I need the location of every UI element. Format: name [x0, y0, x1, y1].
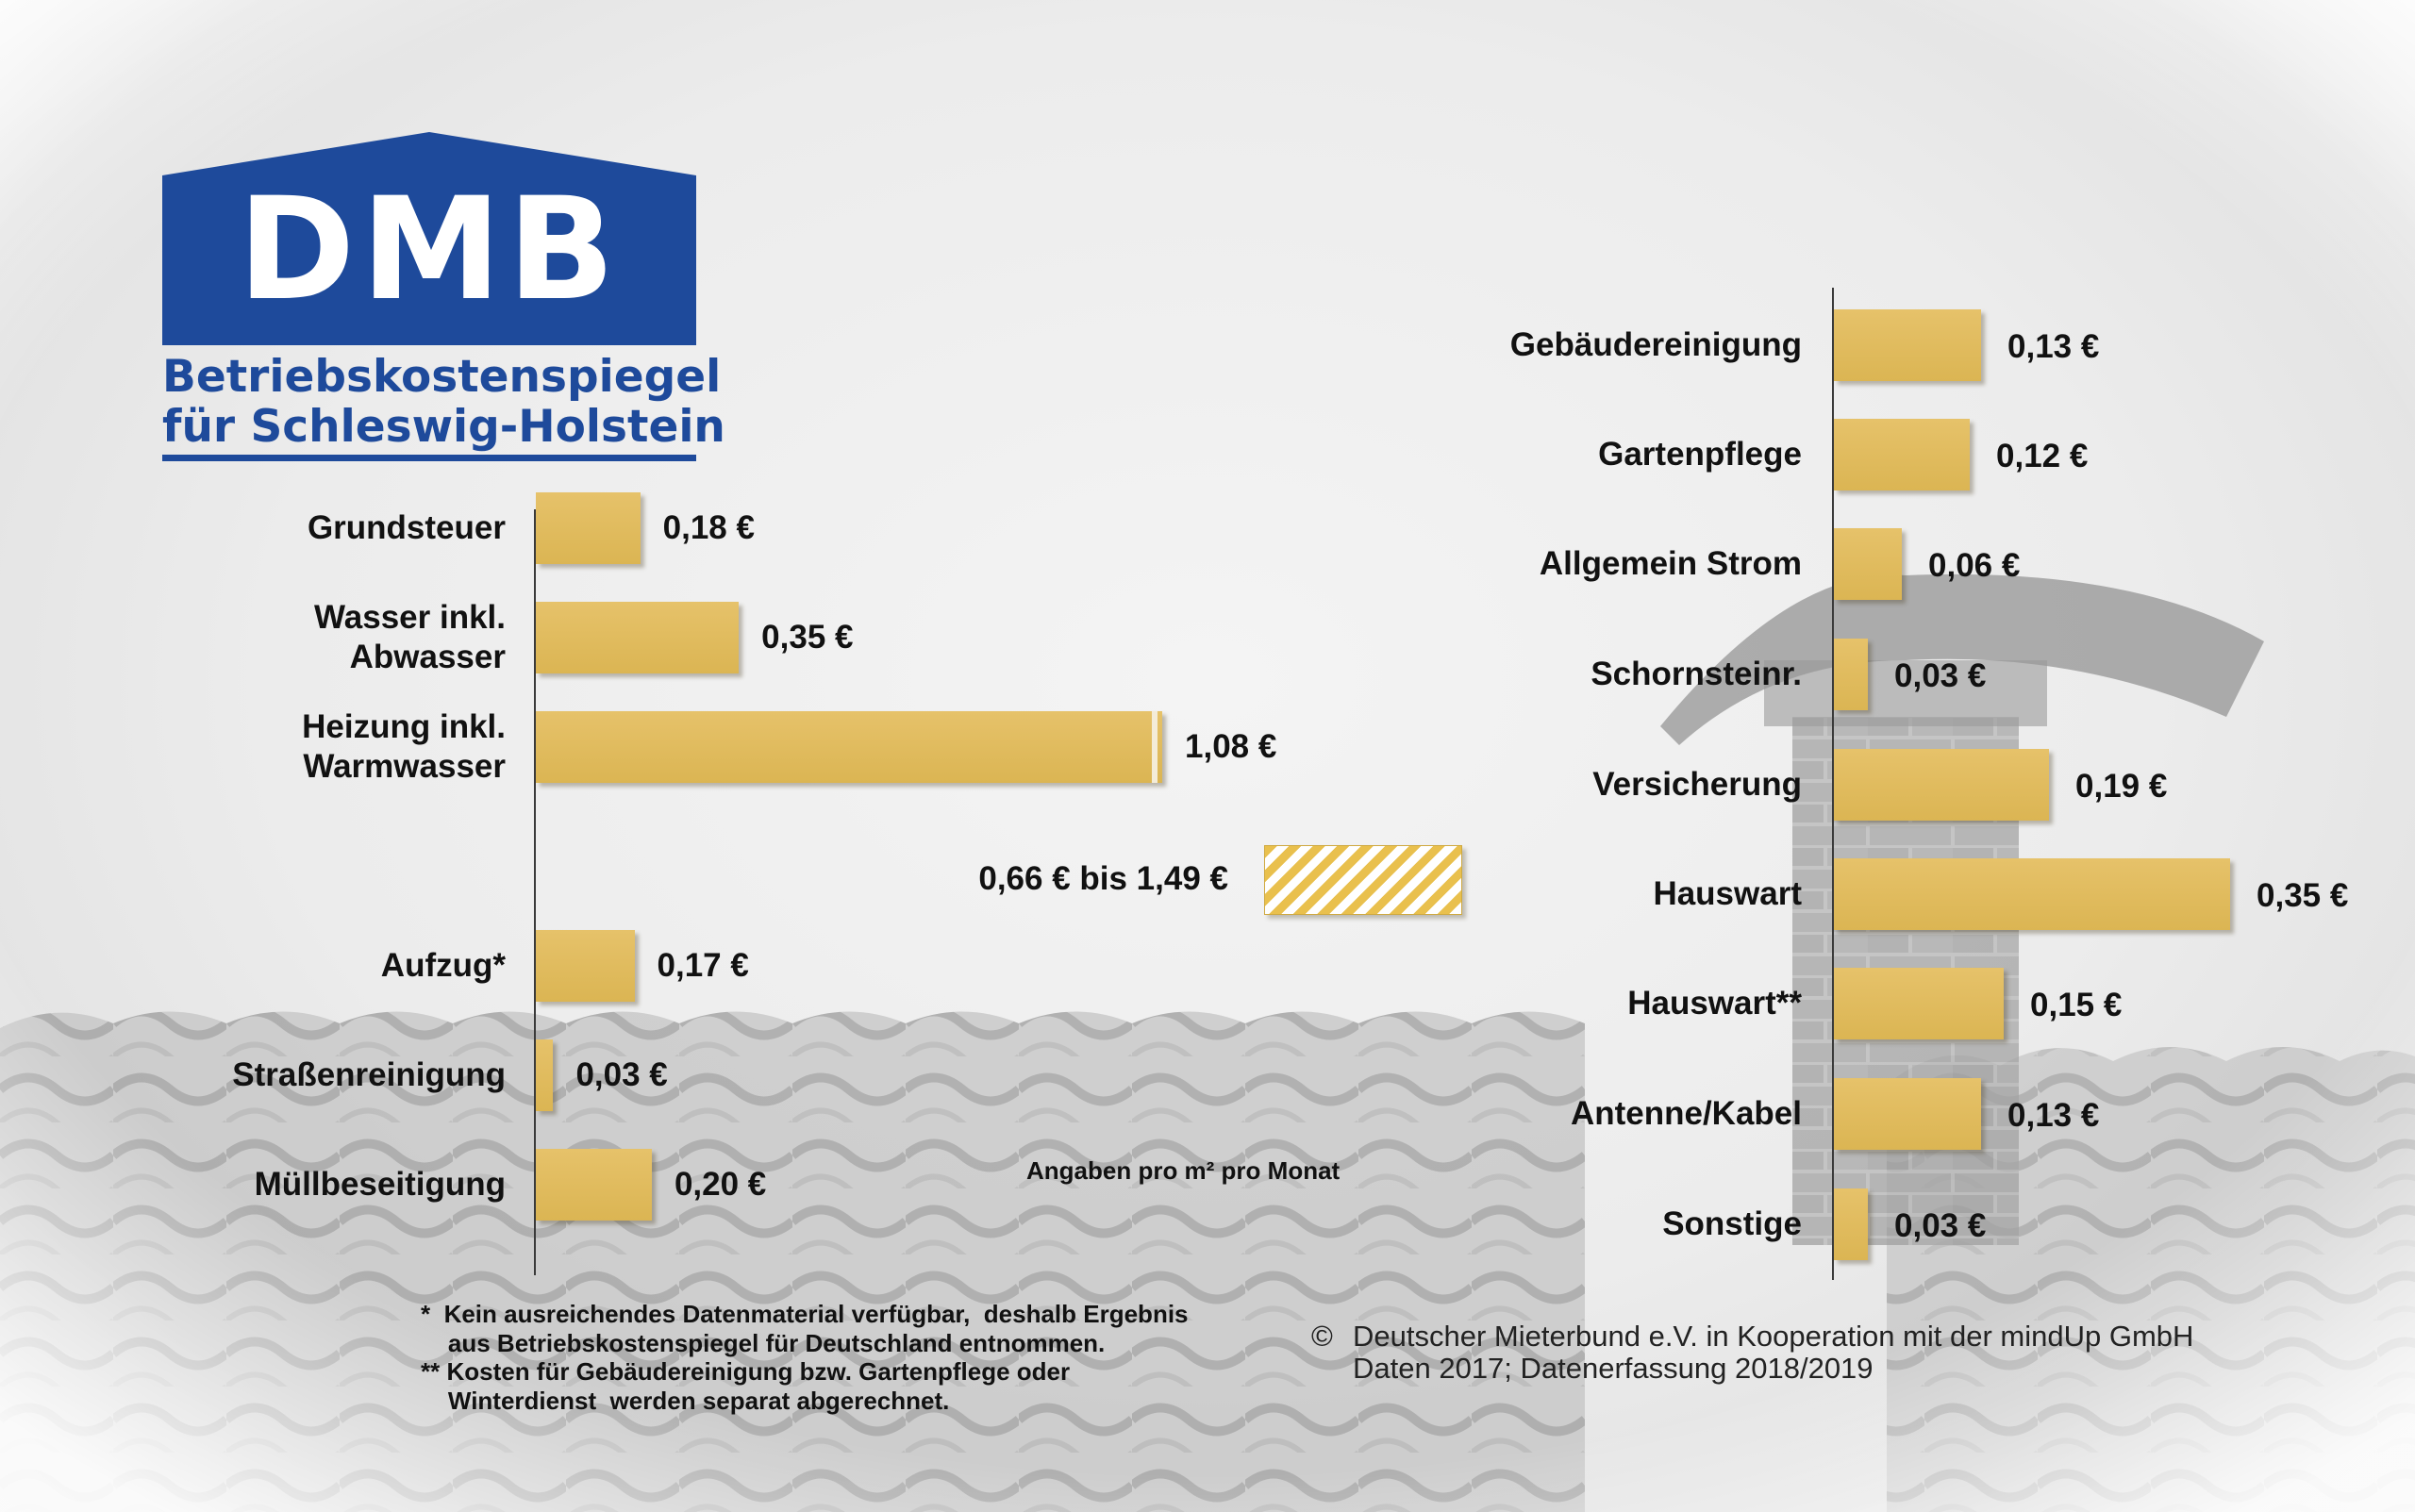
- category-label-right-3: Schornsteinr.: [1591, 656, 1802, 692]
- bar-right-5: [1834, 858, 2230, 930]
- value-label-right-5: 0,35 €: [2257, 877, 2349, 914]
- value-label-left-5: 0,20 €: [674, 1166, 767, 1203]
- category-label-right-7: Antenne/Kabel: [1570, 1095, 1802, 1132]
- bar-left-2: [536, 711, 1162, 783]
- footnote-2: ** Kosten für Gebäudereinigung bzw. Gart…: [421, 1357, 1071, 1415]
- bar-right-2: [1834, 528, 1902, 600]
- category-label-left-2: Heizung inkl. Warmwasser: [302, 708, 506, 785]
- value-label-right-6: 0,15 €: [2030, 987, 2123, 1023]
- bar-right-4: [1834, 749, 2049, 821]
- logo-title-line1: Betriebskostenspiegel: [162, 351, 722, 403]
- right-chart-axis: [1832, 288, 1834, 1280]
- value-label-right-4: 0,19 €: [2075, 768, 2168, 805]
- bar-left-0: [536, 492, 641, 564]
- category-label-right-6: Hauswart**: [1627, 985, 1802, 1022]
- category-label-left-3: Aufzug*: [380, 947, 506, 984]
- range-hatch: [1264, 845, 1462, 915]
- logo-title-line2: für Schleswig-Holstein: [162, 401, 725, 453]
- category-label-right-0: Gebäudereinigung: [1509, 326, 1802, 363]
- category-label-right-4: Versicherung: [1592, 766, 1802, 803]
- bar-left-5: [536, 1149, 652, 1221]
- bar-left-4: [536, 1039, 554, 1111]
- bar-left-3: [536, 930, 635, 1002]
- copyright-text: Deutscher Mieterbund e.V. in Kooperation…: [1353, 1320, 2194, 1385]
- category-label-right-8: Sonstige: [1662, 1205, 1802, 1242]
- value-label-right-0: 0,13 €: [2007, 328, 2100, 365]
- bar-right-1: [1834, 419, 1970, 490]
- value-label-left-0: 0,18 €: [662, 509, 755, 546]
- value-label-left-4: 0,03 €: [575, 1056, 668, 1093]
- dmb-logo: [162, 132, 696, 345]
- range-label: 0,66 € bis 1,49 €: [978, 860, 1228, 897]
- value-label-right-1: 0,12 €: [1996, 438, 2089, 474]
- value-label-right-8: 0,03 €: [1894, 1207, 1987, 1244]
- logo-mark-text: DMB: [237, 168, 622, 332]
- bar-left-divider: [1152, 711, 1158, 783]
- category-label-left-0: Grundsteuer: [307, 509, 506, 546]
- category-label-left-4: Straßenreinigung: [232, 1056, 506, 1093]
- category-label-right-1: Gartenpflege: [1598, 436, 1802, 473]
- bar-right-8: [1834, 1188, 1868, 1260]
- category-label-right-2: Allgemein Strom: [1539, 545, 1802, 582]
- value-label-left-3: 0,17 €: [657, 947, 749, 984]
- left-chart-axis: [534, 509, 536, 1275]
- value-label-left-2: 1,08 €: [1185, 728, 1277, 765]
- bar-right-6: [1834, 968, 2004, 1039]
- category-label-left-1: Wasser inkl. Abwasser: [314, 599, 506, 675]
- footnote-1: * Kein ausreichendes Datenmaterial verfü…: [421, 1300, 1189, 1357]
- value-label-right-3: 0,03 €: [1894, 657, 1987, 694]
- logo-underline: [162, 455, 696, 461]
- category-label-right-5: Hauswart: [1653, 875, 1802, 912]
- value-label-right-2: 0,06 €: [1928, 547, 2021, 584]
- copyright-symbol: ©: [1311, 1320, 1333, 1353]
- units-note: Angaben pro m² pro Monat: [1026, 1156, 1341, 1185]
- bar-right-3: [1834, 639, 1868, 710]
- value-label-right-7: 0,13 €: [2007, 1097, 2100, 1134]
- category-label-left-5: Müllbeseitigung: [254, 1166, 506, 1203]
- dmb-logo-mark: DMB: [162, 130, 696, 345]
- bar-left-1: [536, 602, 740, 673]
- bar-right-0: [1834, 309, 1981, 381]
- value-label-left-1: 0,35 €: [761, 619, 854, 656]
- bar-right-7: [1834, 1078, 1981, 1150]
